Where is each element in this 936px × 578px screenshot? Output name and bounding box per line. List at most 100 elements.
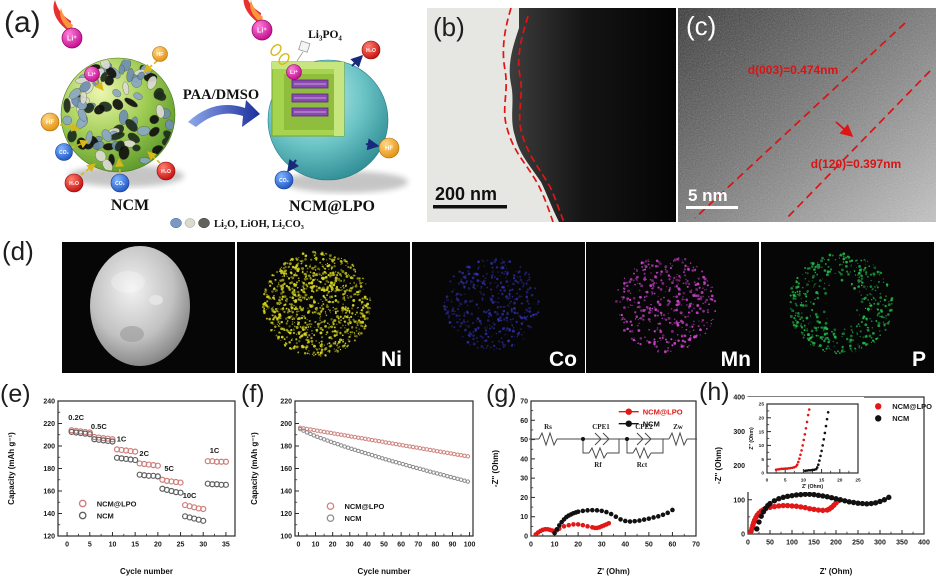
svg-text:CO₂: CO₂ (115, 181, 125, 187)
svg-text:0: 0 (296, 542, 300, 549)
svg-text:60: 60 (397, 542, 405, 549)
plot-frame (294, 400, 474, 537)
equivalent-circuit: Rs CPE1 Rf CPE2 Rct Zw (529, 423, 697, 469)
svg-text:20: 20 (329, 542, 337, 549)
svg-text:H₂O: H₂O (69, 181, 79, 187)
svg-text:NCM@LPO: NCM@LPO (892, 402, 932, 411)
svg-text:0: 0 (65, 542, 69, 549)
svg-text:350: 350 (896, 540, 908, 547)
annotation: 1C (210, 446, 220, 455)
sem-image (62, 242, 235, 373)
x-axis-title: Z' (Ohm) (820, 567, 853, 576)
d-spacing-bottom: d(120)=0.397nm (811, 157, 901, 171)
li-ion-flame-right: Li⁺ (243, 0, 273, 41)
svg-text:10: 10 (801, 477, 807, 483)
panel-f-cycling-chart: 0 10 20 30 40 50 60 70 80 90 100 100 120 140 160 180 200… (245, 383, 487, 578)
ncm-caption: NCM (111, 197, 149, 214)
schematic-svg: Li⁺ Li⁺ HF CO₂ H₂O CO₂ (40, 0, 408, 230)
svg-text:200: 200 (830, 540, 842, 547)
svg-text:40: 40 (520, 456, 528, 463)
svg-text:70: 70 (520, 399, 528, 406)
svg-text:10: 10 (551, 542, 559, 549)
svg-text:25: 25 (177, 542, 185, 549)
co2-ion-left: CO₂ (55, 143, 73, 161)
d-spacing-top: d(003)=0.474nm (748, 63, 838, 77)
svg-text:Co: Co (549, 348, 577, 371)
circuit-rct-label: Rct (637, 461, 648, 469)
panel-a-label: (a) (4, 6, 41, 39)
series-NCM (754, 491, 892, 532)
svg-text:70: 70 (414, 542, 422, 549)
svg-text:100: 100 (280, 534, 292, 541)
rate-capability-chart: 0 5 10 15 20 25 30 35 120 140 160 180 200 220 240 Cycle… (7, 399, 236, 576)
h2o-ion-right: H₂O (361, 40, 381, 60)
svg-text:NCM: NCM (892, 414, 909, 423)
svg-text:40: 40 (363, 542, 371, 549)
svg-text:400: 400 (733, 395, 745, 402)
svg-text:140: 140 (280, 489, 292, 496)
series-NCM (552, 507, 675, 536)
lpo-cutaway (271, 61, 345, 137)
svg-text:20: 20 (154, 542, 162, 549)
svg-text:0: 0 (529, 542, 533, 549)
scale-bar (433, 205, 507, 209)
svg-text:0: 0 (741, 532, 745, 539)
svg-text:180: 180 (43, 466, 55, 473)
svg-text:30: 30 (598, 542, 606, 549)
axes: 0 10 20 30 40 50 60 70 80 90 100 100 120 140 160 180 200… (280, 399, 475, 549)
svg-text:25: 25 (855, 477, 861, 483)
legend: NCM@LPO NCM (618, 408, 683, 429)
annotation: 0.5C (91, 422, 107, 431)
svg-text:160: 160 (43, 489, 55, 496)
svg-text:10: 10 (109, 542, 117, 549)
axes: 0 10 20 30 40 50 60 70 0 10 20 30 40 50 60 70 (520, 399, 700, 549)
svg-text:20: 20 (837, 477, 843, 483)
series-NCM (297, 426, 471, 484)
svg-text:15: 15 (819, 477, 825, 483)
panel-a-schematic: Li⁺ Li⁺ HF CO₂ H₂O CO₂ (0, 0, 425, 235)
panel-e-label: (e) (0, 380, 31, 408)
svg-text:NCM: NCM (643, 420, 660, 429)
legend: NCM@LPO NCM (875, 402, 932, 423)
svg-text:NCM@LPO: NCM@LPO (97, 499, 137, 508)
cycling-stability-chart: 0 10 20 30 40 50 60 70 80 90 100 100 120 140 160 180 200… (250, 399, 476, 576)
svg-text:5: 5 (784, 477, 787, 483)
svg-text:300: 300 (874, 540, 886, 547)
series-NCM (68, 428, 230, 524)
tem-image: 200 nm (427, 8, 676, 222)
svg-text:120: 120 (43, 534, 55, 541)
panel-b-tem: 200 nm (427, 8, 676, 222)
coating-caption: Li₃PO₄ (308, 29, 342, 41)
x-axis-title: Cycle number (358, 567, 411, 576)
circuit-cpe1-label: CPE1 (592, 423, 610, 431)
svg-text:HF: HF (385, 146, 393, 152)
plot-frame (766, 403, 859, 474)
coating-callout-icon (298, 40, 311, 53)
svg-text:90: 90 (449, 542, 457, 549)
svg-text:0: 0 (524, 534, 528, 541)
annotation: 0.2C (68, 413, 84, 422)
nyquist-inset: 0 5 10 15 20 25 0 5 10 15 20 25 Z' (Ohm) Z'' (Ohm) (746, 397, 864, 492)
scale-bar-label: 5 nm (688, 186, 728, 205)
svg-text:400: 400 (918, 540, 930, 547)
svg-text:25: 25 (759, 402, 765, 408)
circuit-cpe2-label: CPE2 (635, 423, 653, 431)
svg-text:200: 200 (43, 444, 55, 451)
y-axis-title: Capacity (mAh g⁻¹) (250, 432, 259, 505)
panel-h-label: (h) (699, 378, 730, 406)
hrtem-image: d(003)=0.474nm d(120)=0.397nm 5 nm (678, 8, 936, 222)
mn-dots (614, 257, 717, 354)
svg-text:50: 50 (645, 542, 653, 549)
svg-text:15: 15 (759, 429, 765, 435)
svg-text:35: 35 (222, 542, 230, 549)
svg-text:150: 150 (808, 540, 820, 547)
svg-text:250: 250 (852, 540, 864, 547)
panel-f-label: (f) (241, 380, 265, 408)
blocked-arrows (287, 54, 380, 173)
svg-text:5: 5 (761, 457, 764, 463)
svg-text:220: 220 (43, 421, 55, 428)
panel-b-label: (b) (433, 12, 465, 42)
svg-text:15: 15 (131, 542, 139, 549)
axes: 0 5 10 15 20 25 0 5 10 15 20 25 (759, 402, 861, 484)
